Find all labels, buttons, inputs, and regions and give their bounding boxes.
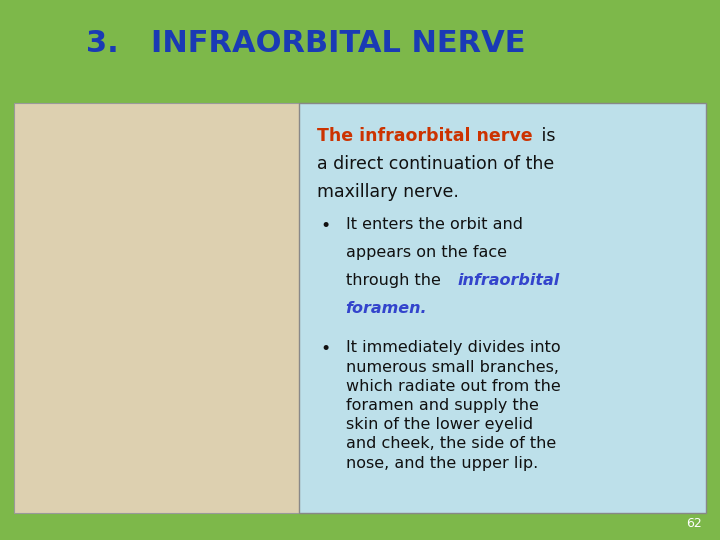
Text: appears on the face: appears on the face xyxy=(346,245,507,260)
Text: 62: 62 xyxy=(686,517,702,530)
FancyBboxPatch shape xyxy=(299,103,706,513)
Text: •: • xyxy=(320,340,330,359)
Text: a direct continuation of the: a direct continuation of the xyxy=(317,155,554,173)
Text: 3.: 3. xyxy=(86,29,119,58)
Text: It immediately divides into
numerous small branches,
which radiate out from the
: It immediately divides into numerous sma… xyxy=(346,340,560,470)
Text: The infraorbital nerve: The infraorbital nerve xyxy=(317,127,532,145)
Text: It enters the orbit and: It enters the orbit and xyxy=(346,217,523,232)
Text: through the: through the xyxy=(346,273,446,288)
Text: maxillary nerve.: maxillary nerve. xyxy=(317,183,459,201)
FancyBboxPatch shape xyxy=(14,103,425,513)
Text: is: is xyxy=(536,127,556,145)
Text: •: • xyxy=(320,217,330,235)
Text: foramen.: foramen. xyxy=(346,301,427,316)
Text: INFRAORBITAL NERVE: INFRAORBITAL NERVE xyxy=(151,29,526,58)
Text: infraorbital: infraorbital xyxy=(457,273,559,288)
